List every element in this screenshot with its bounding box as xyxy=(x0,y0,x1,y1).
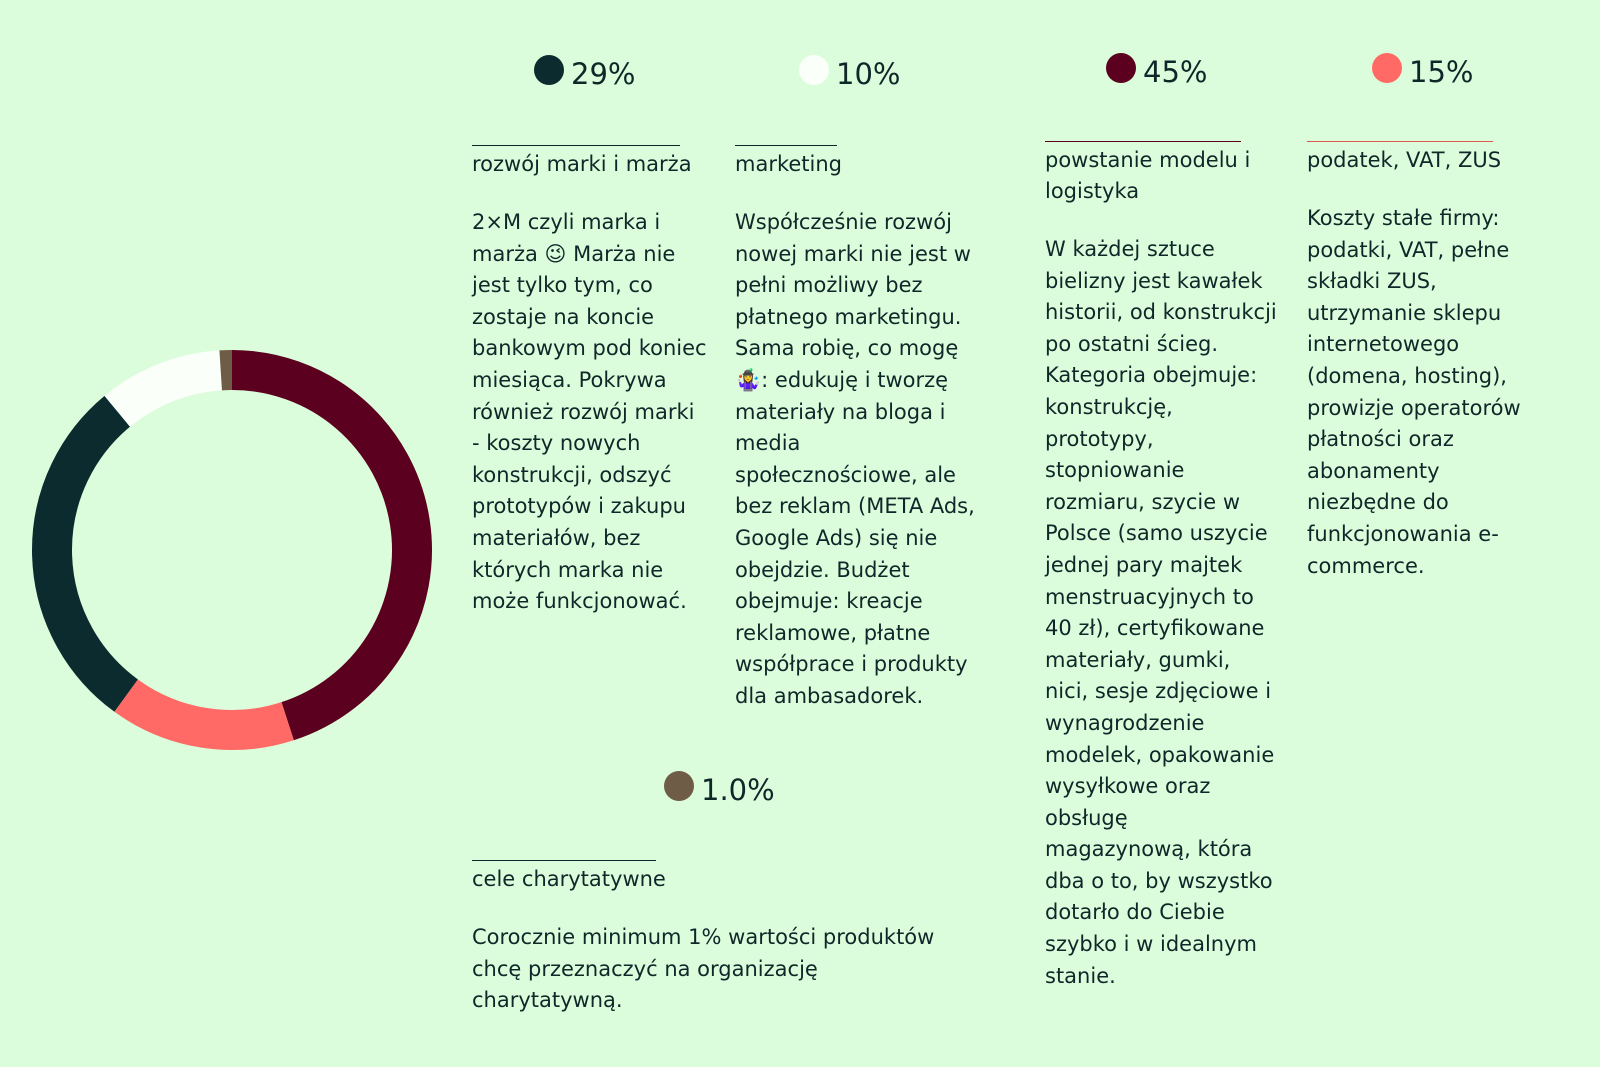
donut-segment xyxy=(231,350,432,741)
donut-segment xyxy=(104,350,223,428)
category-title: podatek, VAT, ZUS xyxy=(1307,148,1502,172)
legend-dot xyxy=(1372,53,1402,83)
legend-dot xyxy=(799,55,829,85)
category-title: powstanie modelu i logistyka xyxy=(1045,148,1251,203)
category-title: marketing xyxy=(735,152,842,176)
donut-segment xyxy=(32,395,139,712)
category-title: cele charytatywne xyxy=(472,867,666,891)
category-description: 2×M czyli marka i marża 😉 Marża nie jest… xyxy=(472,210,707,614)
legend-dot xyxy=(1106,53,1136,83)
percent-label: 1.0% xyxy=(701,773,775,807)
percent-label: 15% xyxy=(1409,55,1474,89)
title-rule xyxy=(472,860,656,861)
legend-dot xyxy=(664,771,694,801)
category-description: Corocznie minimum 1% wartości produktów … xyxy=(472,925,935,1013)
category-description: Koszty stałe firmy: podatki, VAT, pełne … xyxy=(1307,206,1521,578)
title-rule xyxy=(1045,141,1241,142)
category-title: rozwój marki i marża xyxy=(472,152,692,176)
title-rule xyxy=(1307,141,1493,142)
category-description: W każdej sztuce bielizny jest kawałek hi… xyxy=(1045,237,1277,988)
percent-label: 10% xyxy=(836,57,901,91)
percent-label: 29% xyxy=(571,57,636,91)
donut-segment xyxy=(114,679,294,750)
title-rule xyxy=(735,145,837,146)
legend-dot xyxy=(534,55,564,85)
percent-label: 45% xyxy=(1143,55,1208,89)
category-description: Współcześnie rozwój nowej marki nie jest… xyxy=(735,210,975,708)
donut-chart xyxy=(32,350,432,750)
title-rule xyxy=(472,145,680,146)
